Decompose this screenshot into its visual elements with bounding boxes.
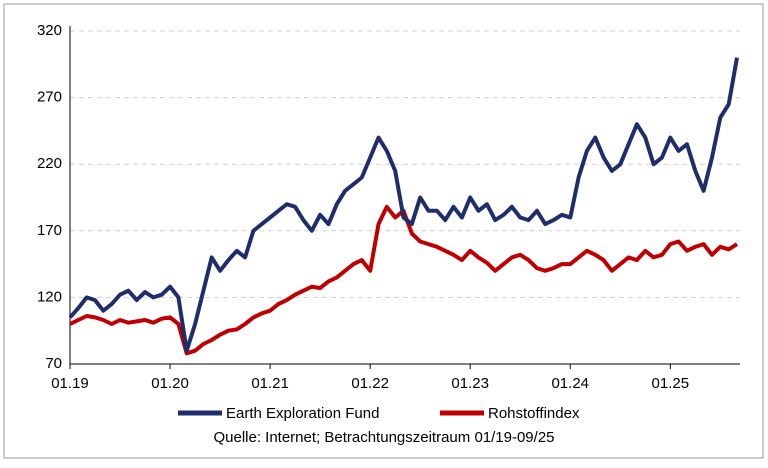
- source-note: Quelle: Internet; Betrachtungszeitraum 0…: [213, 429, 554, 446]
- y-tick-label: 170: [37, 222, 62, 239]
- legend-label: Earth Exploration Fund: [226, 405, 379, 422]
- y-tick-label: 120: [37, 288, 62, 305]
- x-tick-label: 01.21: [251, 375, 289, 392]
- x-tick-label: 01.24: [551, 375, 589, 392]
- x-tick-label: 01.25: [652, 375, 690, 392]
- x-tick-label: 01.20: [151, 375, 189, 392]
- line-series: [69, 204, 739, 356]
- x-tick-label: 01.19: [51, 375, 89, 392]
- y-tick-label: 320: [37, 22, 62, 39]
- frame: [3, 3, 764, 459]
- y-tick-label: 70: [45, 355, 62, 372]
- line-series: [68, 57, 739, 353]
- x-tick-label: 01.22: [351, 375, 389, 392]
- y-tick-label: 220: [37, 155, 62, 172]
- x-tick-label: 01.23: [451, 375, 489, 392]
- y-tick-label: 270: [37, 89, 62, 106]
- legend-label: Rohstoffindex: [488, 405, 580, 422]
